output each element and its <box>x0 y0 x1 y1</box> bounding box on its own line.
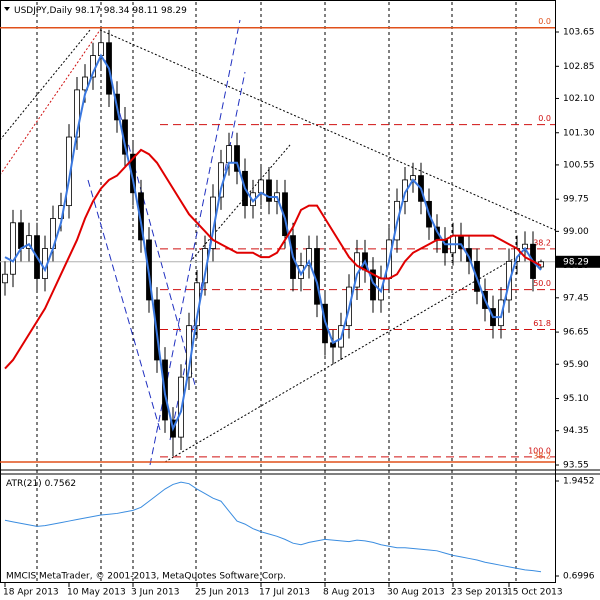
x-tick-label: 8 Aug 2013 <box>323 588 375 598</box>
candle-body <box>2 273 8 284</box>
y-tick-label: 102.10 <box>563 94 595 104</box>
x-tick-label: 23 Sep 2013 <box>451 588 508 598</box>
fib-label: 100.0 <box>528 446 551 455</box>
candle-body <box>258 179 264 194</box>
y-tick-label: 102.85 <box>563 62 595 72</box>
fib-label: 38.2 <box>533 238 551 247</box>
candle-body <box>266 179 272 202</box>
indicator-value: 0.7562 <box>45 479 77 489</box>
symbol: USDJPY,Daily <box>14 6 73 16</box>
x-tick-label: 3 Jun 2013 <box>131 588 179 598</box>
indicator-line <box>4 481 542 573</box>
indicator-header: ATR(21) 0.7562 <box>6 479 76 489</box>
low-value: 98.11 <box>132 6 158 16</box>
fib-label: 0.0 <box>538 114 551 123</box>
x-tick-label: 25 Jun 2013 <box>195 588 249 598</box>
overlay-line <box>4 53 542 432</box>
close-value: 98.29 <box>161 6 187 16</box>
drawn-objects <box>0 19 556 466</box>
overlay-line <box>4 148 542 370</box>
high-value: 98.34 <box>104 6 130 16</box>
candle-body <box>226 145 232 164</box>
fib-label: 61.8 <box>533 319 551 328</box>
chart-header: USDJPY,Daily 98.17 98.34 98.11 98.29 <box>14 6 187 16</box>
menu-arrow[interactable] <box>4 7 10 11</box>
y-tick-label: 95.90 <box>563 360 589 370</box>
trend-line <box>104 59 196 386</box>
y-tick-label: 94.35 <box>563 426 589 436</box>
indicator-y-tick-label: 0.6996 <box>563 572 595 582</box>
plot-frame <box>0 0 556 583</box>
y-tick-label: 101.30 <box>563 128 595 138</box>
candle-body <box>82 76 88 91</box>
candle-body <box>138 192 144 241</box>
fib-label: 50.0 <box>533 279 551 288</box>
trend-line <box>0 29 101 176</box>
y-tick-label: 96.65 <box>563 328 589 338</box>
candle-body <box>18 222 24 249</box>
y-tick-label: 100.55 <box>563 160 595 170</box>
y-tick-label: 103.65 <box>563 28 595 38</box>
x-tick-label: 17 Jul 2013 <box>259 588 310 598</box>
candle-body <box>66 136 72 207</box>
open-value: 98.17 <box>75 6 101 16</box>
candle-body <box>234 145 240 172</box>
y-tick-label: 99.00 <box>563 227 589 237</box>
indicator-y-tick-label: 1.9452 <box>563 477 595 487</box>
x-tick-label: 18 Apr 2013 <box>3 588 59 598</box>
trend-line <box>149 19 241 466</box>
y-tick-label: 95.10 <box>563 394 589 404</box>
copyright: MMCIS MetaTrader, © 2001-2013, MetaQuote… <box>6 572 286 582</box>
current-price-box <box>556 255 600 268</box>
x-tick-label: 10 May 2013 <box>67 588 126 598</box>
x-tick-label: 30 Aug 2013 <box>387 588 445 598</box>
y-tick-label: 99.75 <box>563 195 589 205</box>
fib-label: 0.0 <box>538 17 551 26</box>
candle-body <box>306 248 312 267</box>
y-tick-label: 97.45 <box>563 293 589 303</box>
trend-line <box>189 144 291 263</box>
candle-body <box>98 42 104 56</box>
fib-label: 38.2 <box>533 451 551 460</box>
trend-line <box>164 254 521 463</box>
indicator-name: ATR(21) <box>6 479 42 489</box>
x-tick-label: 15 Oct 2013 <box>507 588 563 598</box>
trend-line <box>99 29 556 231</box>
y-tick-label: 93.55 <box>563 460 589 470</box>
candle-body <box>26 235 32 249</box>
candle-body <box>10 222 16 275</box>
current-price-label: 98.29 <box>563 257 589 267</box>
